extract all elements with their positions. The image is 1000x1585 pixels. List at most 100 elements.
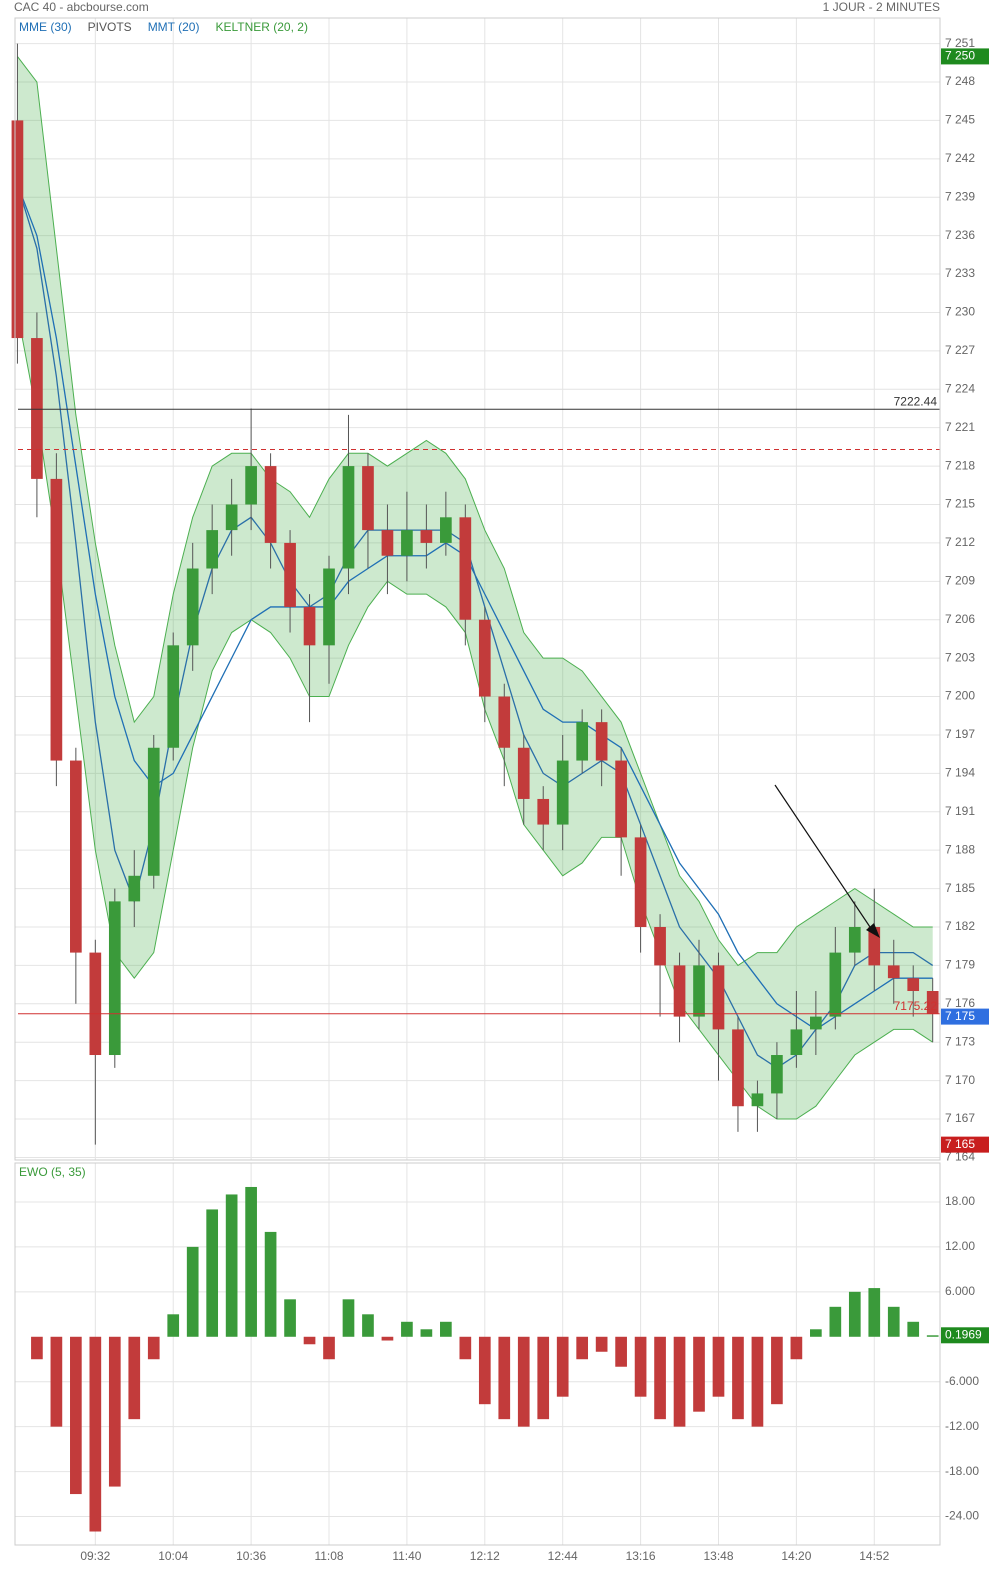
ewo-bar: [362, 1314, 374, 1337]
y-tick-label: 6.000: [945, 1284, 975, 1298]
price-marker-label: 7 250: [945, 49, 975, 63]
y-tick-label: 7 227: [945, 343, 975, 357]
x-tick-label: 11:08: [314, 1549, 343, 1563]
header-left: CAC 40 - abcbourse.com: [14, 0, 149, 14]
ewo-bar: [654, 1336, 666, 1420]
candle-body: [887, 965, 900, 979]
candle-body: [420, 530, 433, 543]
candle-body: [537, 798, 550, 825]
ewo-bar: [751, 1336, 764, 1427]
ewo-marker: [941, 1327, 989, 1344]
ewo-bar: [868, 1288, 881, 1337]
level-label: 7175.22: [894, 999, 938, 1013]
ewo-bar: [907, 1321, 920, 1337]
y-tick-label: 7 200: [945, 689, 975, 703]
candle-body: [303, 606, 316, 646]
candle-body: [284, 542, 296, 607]
candle-body: [264, 466, 277, 543]
ewo-bar: [401, 1321, 413, 1337]
ewo-bar: [70, 1336, 82, 1495]
y-tick-label: 7 245: [945, 113, 975, 127]
candle-body: [595, 722, 608, 761]
ewo-bar: [206, 1209, 219, 1337]
candle-body: [673, 965, 686, 1017]
candle-body: [70, 760, 82, 953]
arrow-head: [866, 923, 880, 938]
ewo-bar: [440, 1321, 452, 1337]
y-tick-label: 7 173: [945, 1034, 975, 1048]
y-tick-label: 7 170: [945, 1073, 975, 1087]
ewo-bar: [381, 1336, 394, 1341]
ewo-bar: [89, 1336, 102, 1532]
candle-body: [771, 1055, 783, 1094]
candle-body: [206, 530, 219, 569]
ewo-bar: [50, 1336, 63, 1427]
candle-body: [381, 530, 394, 556]
keltner-band: [17, 56, 933, 1120]
candle-body: [615, 760, 627, 838]
x-tick-label: 11:40: [392, 1549, 421, 1563]
y-tick-label: 7 176: [945, 996, 975, 1010]
ewo-title: EWO (5, 35): [19, 1165, 86, 1179]
keltner-upper: [17, 56, 933, 967]
y-tick-label: 7 239: [945, 189, 975, 203]
y-tick-label: -12.00: [945, 1419, 979, 1433]
candle-body: [926, 991, 939, 1014]
ewo-bar: [595, 1336, 608, 1352]
candle-body: [576, 722, 589, 761]
ewo-bar: [673, 1336, 686, 1427]
price-marker: [941, 48, 989, 65]
y-tick-label: 7 242: [945, 151, 975, 165]
candle-body: [654, 926, 666, 966]
x-tick-label: 14:20: [781, 1549, 811, 1563]
y-tick-label: 7 218: [945, 458, 975, 472]
candle-body: [362, 466, 374, 531]
ewo-bar: [887, 1306, 900, 1337]
ewo-bar: [556, 1336, 569, 1397]
ewo-bar: [790, 1336, 803, 1360]
ewo-bar: [147, 1336, 160, 1360]
ewo-bar: [303, 1336, 316, 1345]
y-tick-label: 7 194: [945, 766, 975, 780]
y-tick-label: 7 188: [945, 842, 975, 856]
y-tick-label: -6.000: [945, 1374, 979, 1388]
ewo-bar: [615, 1336, 627, 1367]
x-tick-label: 10:04: [158, 1549, 188, 1563]
annotation-arrow: [774, 784, 873, 931]
y-tick-label: 12.00: [945, 1239, 975, 1253]
x-tick-label: 13:48: [703, 1549, 733, 1563]
candle-body: [186, 568, 199, 646]
candle-body: [732, 1029, 744, 1107]
ewo-bar: [712, 1336, 725, 1397]
header-right: 1 JOUR - 2 MINUTES: [823, 0, 940, 14]
price-marker-label: 7 165: [945, 1137, 975, 1151]
ewo-bar: [829, 1306, 842, 1337]
ewo-marker-label: 0.1969: [945, 1327, 982, 1341]
ewo-bar: [342, 1299, 355, 1337]
ewo-bar: [693, 1336, 705, 1412]
ewo-bar: [420, 1329, 433, 1337]
keltner-lower: [16, 312, 933, 1120]
ewo-bar: [459, 1336, 472, 1360]
y-tick-label: 18.00: [945, 1194, 975, 1208]
ewo-bar: [517, 1336, 530, 1427]
y-tick-label: 7 215: [945, 497, 975, 511]
ewo-bar: [284, 1299, 296, 1337]
y-tick-label: 7 224: [945, 381, 975, 395]
candle-body: [167, 645, 180, 748]
ewo-panel: [14, 1162, 941, 1546]
y-tick-label: 7 221: [945, 420, 975, 434]
ewo-bar: [186, 1246, 199, 1337]
candle-body: [323, 568, 335, 646]
ewo-bar: [576, 1336, 589, 1360]
y-tick-label: 7 167: [945, 1111, 975, 1125]
ewo-bar: [771, 1336, 783, 1405]
candle-body: [50, 478, 63, 761]
ewo-bar: [848, 1291, 861, 1337]
y-tick-label: 7 185: [945, 881, 975, 895]
ewo-bar: [926, 1335, 939, 1337]
y-tick-label: -18.00: [945, 1464, 979, 1478]
y-tick-label: 7 179: [945, 958, 975, 972]
candle-body: [128, 875, 141, 902]
